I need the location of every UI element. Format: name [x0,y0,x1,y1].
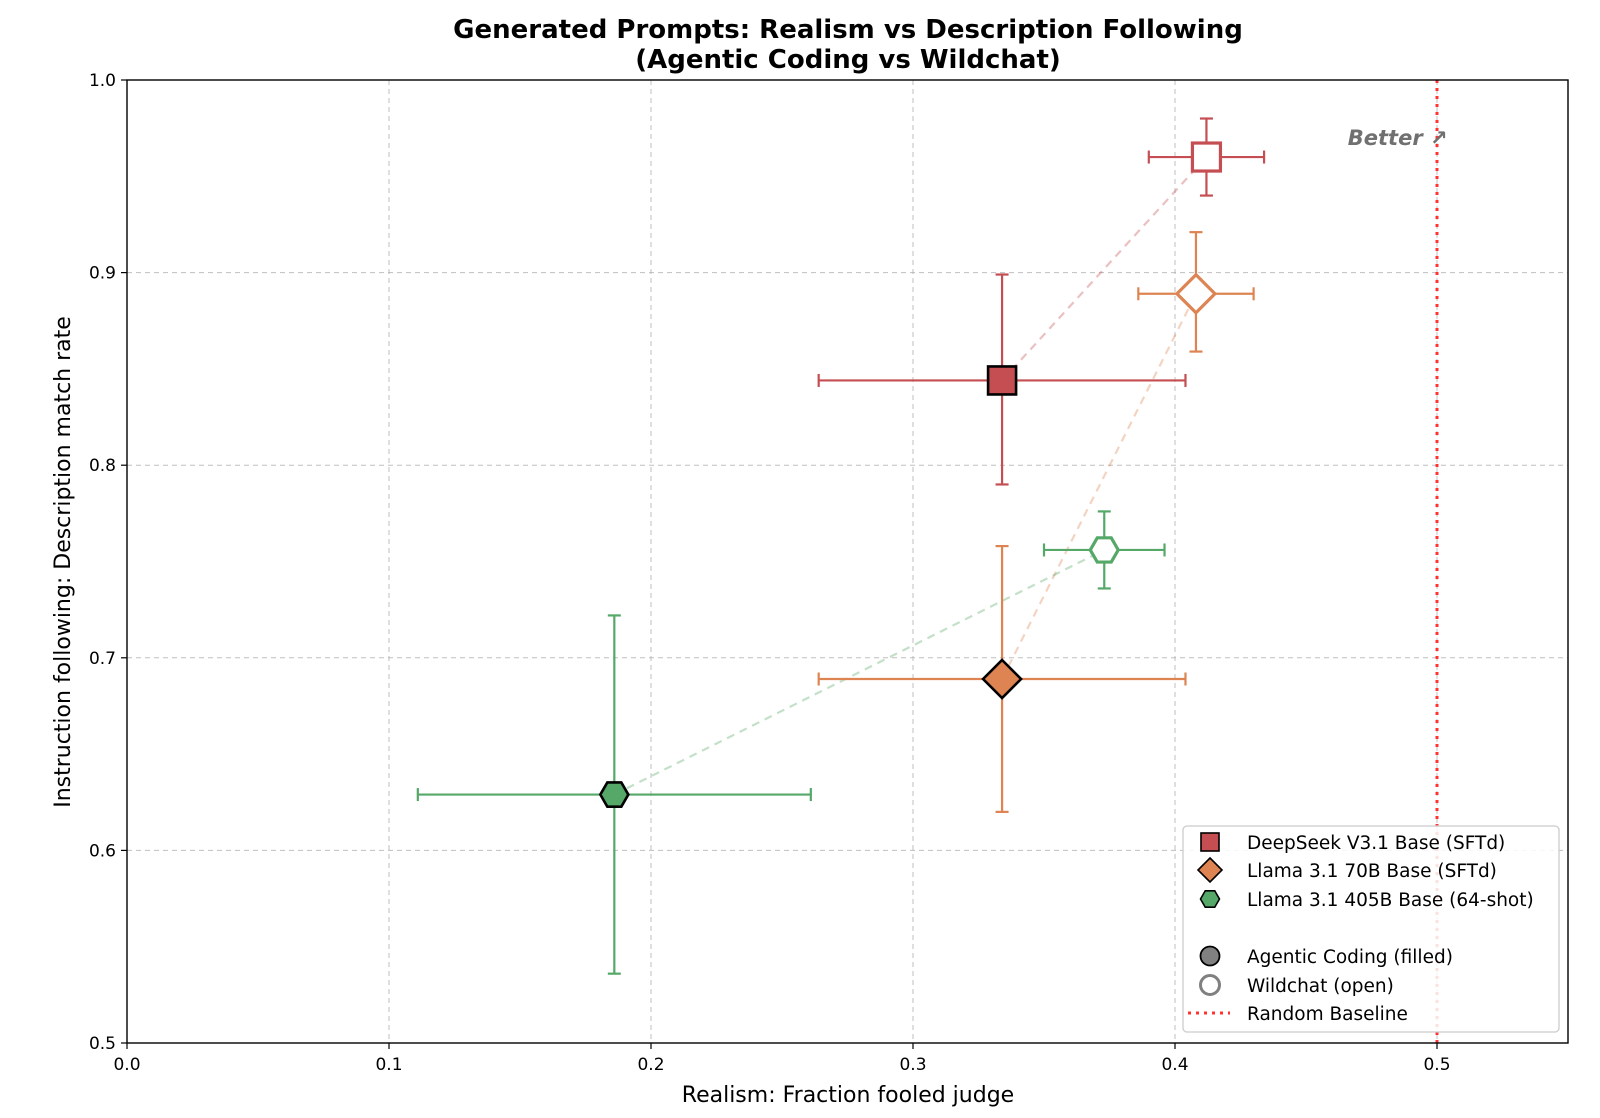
legend: DeepSeek V3.1 Base (SFTd) Llama 3.1 70B … [1182,825,1560,1033]
chart-subtitle: (Agentic Coding vs Wildchat) [635,45,1061,75]
series-0-wildchat-point [1190,141,1223,173]
x-tick-label: 0.0 [113,1055,140,1075]
y-tick-label: 0.9 [89,264,116,284]
plot-frame [126,79,1569,1044]
y-tick-label: 0.5 [89,1034,116,1054]
legend-label-baseline: Random Baseline [1247,1004,1408,1025]
legend-symbol-2 [1199,889,1221,909]
legend-label-agentic: Agentic Coding (filled) [1247,947,1453,968]
series-2-agentic-point [598,781,630,808]
legend-box [1182,825,1560,1033]
connector-lines [613,156,1208,796]
x-axis-label: Realism: Fraction fooled judge [682,1083,1014,1108]
legend-label-llama-405b: Llama 3.1 405B Base (64-shot) [1247,890,1534,911]
legend-marker-open [1199,974,1221,996]
better-annotation: Better ↗ [1348,126,1448,150]
legend-marker-llama-405b [1199,889,1221,909]
series-2-connector [613,548,1105,796]
x-tick-label: 0.2 [637,1055,664,1075]
legend-symbol-0 [1200,832,1220,852]
legend-marker-filled [1199,945,1221,967]
x-tick-label: 0.5 [1423,1055,1450,1075]
legend-marker-llama-70b [1196,856,1224,884]
series-0-agentic-point [986,365,1018,396]
legend-label-deepseek: DeepSeek V3.1 Base (SFTd) [1247,833,1505,854]
series-2-wildchat-point [1088,536,1121,564]
y-axis-label: Instruction following: Description match… [51,316,76,808]
series-0-connector [1001,156,1208,382]
legend-symbol-1 [1196,856,1224,884]
series-1-wildchat-point [1174,272,1218,316]
series-1-agentic-point [981,658,1023,700]
y-tick-label: 0.7 [89,649,116,669]
y-tick-label: 0.6 [89,841,116,861]
x-tick-label: 0.3 [899,1055,926,1075]
legend-label-wildchat: Wildchat (open) [1247,976,1394,997]
x-tick-label: 0.1 [375,1055,402,1075]
y-tick-label: 0.8 [89,456,116,476]
x-tick-label: 0.4 [1161,1055,1188,1075]
series-1-connector [1001,293,1197,680]
legend-label-llama-70b: Llama 3.1 70B Base (SFTd) [1247,861,1497,882]
legend-marker-deepseek [1200,832,1220,852]
chart-title: Generated Prompts: Realism vs Descriptio… [453,15,1243,45]
y-tick-label: 1.0 [89,71,116,91]
axis-ticks: 0.0 0.1 0.2 0.3 0.4 0.5 0.5 0.6 0.7 0.8 0.9 1.0 [89,71,1451,1075]
data-markers [598,141,1223,808]
